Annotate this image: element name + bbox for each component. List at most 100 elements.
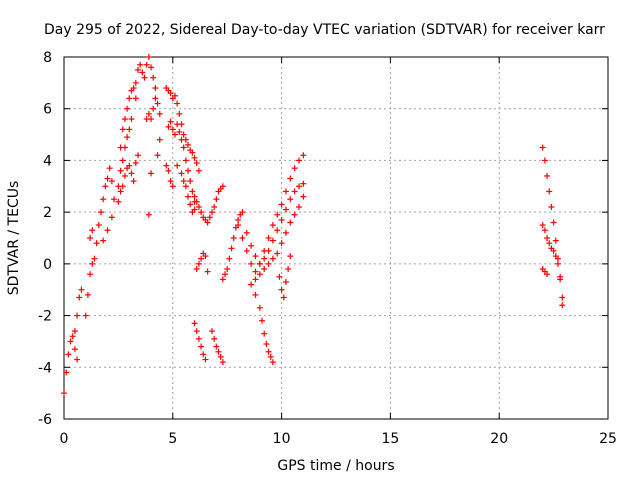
data-point [189,188,196,195]
data-point [200,351,207,358]
data-point [219,183,226,190]
data-point [191,206,198,213]
data-point [291,211,298,218]
data-point [145,54,152,60]
data-point [171,92,178,99]
data-point [132,79,139,86]
series-sat-c [87,165,115,247]
data-point [552,237,559,244]
data-point [300,180,307,187]
data-point [154,100,161,107]
data-point [74,356,81,363]
data-point [269,359,276,366]
y-tick-label: -2 [38,309,52,325]
data-point [248,242,255,249]
data-point [544,235,551,241]
data-point [185,167,192,174]
data-point [82,312,89,319]
data-point [134,152,141,159]
data-point [180,144,187,151]
data-point [557,273,564,280]
data-point [213,343,220,350]
data-point [287,253,294,260]
series-sat-a [61,333,81,397]
data-point [204,268,211,275]
data-point [263,341,270,348]
data-point [539,144,546,151]
data-point [87,235,94,241]
data-point [202,356,209,363]
data-point [132,95,139,102]
data-point [235,216,242,223]
data-point [167,118,174,125]
data-point [274,211,281,218]
data-point [128,116,135,123]
data-point [189,149,196,156]
data-point [89,260,96,267]
data-point [178,170,185,177]
data-point [259,317,266,324]
data-point [156,110,163,117]
data-point [87,271,94,278]
data-point [67,338,74,345]
data-point [256,304,263,311]
data-point [224,266,231,273]
data-point [559,294,566,301]
data-point [204,219,211,226]
data-point [282,229,289,236]
series-sat-g [132,54,159,92]
data-point [145,211,152,218]
data-point [141,74,148,81]
data-point [291,188,298,195]
data-point [198,209,205,216]
data-point [121,116,128,123]
data-point [134,66,141,73]
data-point [198,343,205,350]
data-point [269,222,276,229]
data-point [287,196,294,203]
data-point [261,255,268,262]
data-point [191,154,198,161]
y-tick-label: 6 [43,102,52,118]
data-point [150,105,157,112]
data-point [152,95,159,102]
series-sat-f [115,152,141,205]
data-point [274,250,281,257]
data-point [193,160,200,167]
data-point [187,201,194,208]
data-point [126,162,133,169]
data-point [243,247,250,254]
data-point [176,110,183,117]
data-point [167,178,174,185]
data-point [124,134,131,141]
data-point [174,100,181,107]
data-point [148,116,155,123]
data-point [539,222,546,229]
y-tick-label: 8 [43,50,52,66]
data-point [165,123,172,130]
data-point [261,330,268,337]
data-point [235,222,242,229]
data-point [174,162,181,169]
data-point [278,286,285,293]
data-point [252,276,259,283]
data-point [296,203,303,210]
data-point [278,216,285,223]
data-point [191,320,198,327]
data-point [193,266,200,273]
data-point [265,348,272,355]
series-sat-h [143,95,163,123]
data-point [95,222,102,229]
series-sat-p [193,250,211,275]
data-point [182,157,189,164]
data-point [548,203,555,210]
x-tick-label: 20 [490,431,508,447]
x-tick-label: 5 [168,431,177,447]
data-point [65,351,72,358]
data-point [100,237,107,244]
data-point [559,302,566,309]
data-point [176,128,183,135]
data-point [282,206,289,213]
data-point [211,203,218,210]
